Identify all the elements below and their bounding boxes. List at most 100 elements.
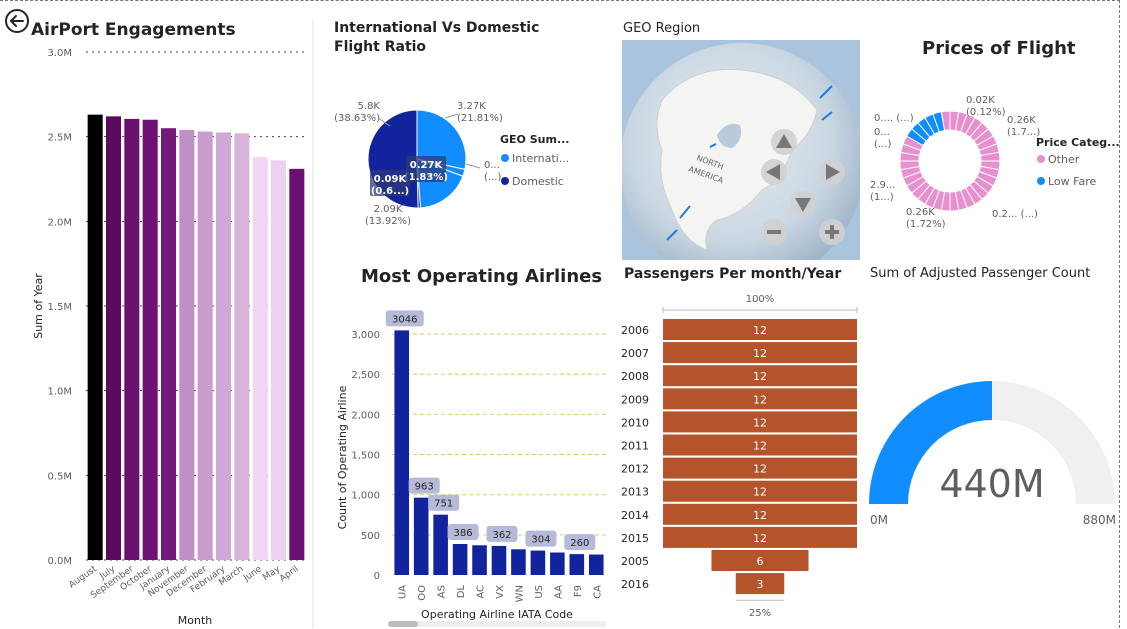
data-label: 751 — [434, 499, 453, 510]
bar-november — [179, 129, 195, 560]
scrollbar-track — [388, 621, 606, 627]
funnel-category: 2006 — [621, 324, 649, 337]
legend-item: Other — [1048, 153, 1080, 166]
legend-item: Domestic — [512, 175, 564, 188]
funnel-category: 2012 — [621, 463, 649, 476]
data-label-bg — [564, 534, 596, 551]
back-arrow-icon[interactable] — [4, 8, 30, 34]
data-label-value: 0.09K — [374, 174, 408, 185]
y-tick-label: 0.5M — [47, 471, 72, 482]
scrollbar-thumb[interactable] — [388, 621, 418, 627]
y-axis-title: Sum of Year — [32, 273, 45, 339]
funnel-bar-2009 — [663, 388, 857, 410]
intl-domestic-title-2: Flight Ratio — [334, 39, 427, 55]
funnel-category: 2013 — [621, 486, 649, 499]
leader-line — [377, 117, 391, 127]
funnel-value: 12 — [753, 416, 767, 429]
funnel-bar-2016 — [735, 573, 785, 595]
map-zoom-in-icon[interactable] — [818, 218, 846, 246]
funnel-value: 12 — [753, 509, 767, 522]
funnel-category: 2008 — [621, 370, 649, 383]
data-label-value: 0... — [874, 127, 890, 138]
funnel-bar-2014 — [663, 503, 857, 525]
legend-item: Low Fare — [1048, 175, 1096, 188]
funnel-category: 2009 — [621, 393, 649, 406]
data-label-value: 0.... (...) — [874, 113, 914, 124]
legend-title: Price Categ... — [1036, 136, 1120, 149]
map-zoom-out-icon[interactable] — [760, 218, 788, 246]
bar-march — [234, 133, 250, 560]
funnel-value: 12 — [753, 532, 767, 545]
funnel-value: 6 — [757, 555, 764, 568]
map-pan-down-icon[interactable] — [789, 190, 817, 218]
data-label-value: 0... — [484, 160, 500, 171]
y-tick-label: 3.0M — [47, 48, 72, 59]
gauge-value: 440M — [939, 462, 1044, 506]
data-label: 304 — [531, 535, 550, 546]
bar-dl — [452, 544, 468, 575]
funnel-value: 12 — [753, 370, 767, 383]
funnel-bar-2006 — [663, 319, 857, 340]
data-label: 260 — [570, 538, 589, 549]
donut-segment — [940, 110, 951, 132]
y-tick-label: 2.0M — [47, 217, 72, 228]
x-tick-label: AC — [476, 585, 487, 599]
bar-august — [87, 114, 103, 561]
funnel-bar-2005 — [711, 550, 809, 571]
data-label-value: 2.9... — [870, 180, 895, 191]
x-tick-label: UA — [398, 585, 409, 599]
prices-title: Prices of Flight — [922, 38, 1076, 59]
leader-line — [444, 113, 459, 119]
data-label-bg — [486, 525, 518, 542]
x-tick-label: F9 — [573, 585, 584, 597]
x-tick-label: CA — [592, 585, 603, 599]
data-label-value: 5.8K — [358, 101, 381, 112]
x-tick-label: VX — [495, 585, 506, 599]
map-pan-right-icon[interactable] — [818, 158, 846, 186]
funnel-category: 2016 — [621, 578, 649, 591]
geo-title: GEO Region — [623, 21, 701, 36]
data-label-value: 0.2... (...) — [992, 209, 1038, 220]
map-pan-up-icon[interactable] — [770, 128, 798, 156]
funnel-bar-2007 — [663, 342, 857, 364]
data-label-bg — [525, 530, 557, 547]
funnel-category: 2014 — [621, 509, 649, 522]
funnel-bar-2013 — [663, 480, 857, 502]
y-tick-label: 2.5M — [47, 133, 72, 144]
data-label-pct: (21.81%) — [457, 113, 503, 124]
data-label-bg — [408, 477, 440, 494]
funnel-bottom-label: 25% — [749, 608, 771, 619]
data-label-pct: (1.83%) — [404, 172, 448, 183]
data-label-pct: (13.92%) — [365, 216, 411, 227]
bar-september — [124, 118, 140, 561]
funnel-value: 12 — [753, 463, 767, 476]
bar-january — [160, 128, 177, 560]
x-axis-title: Operating Airline IATA Code — [421, 608, 573, 621]
airlines-title: Most Operating Airlines — [361, 266, 603, 287]
gauge-max-label: 880M — [1083, 513, 1116, 527]
bar-ac — [472, 545, 487, 575]
bar-october — [142, 119, 158, 560]
bar-oo — [413, 497, 429, 575]
x-axis-title: Month — [178, 614, 213, 627]
data-label-pct: (...) — [484, 172, 501, 183]
bar-us — [530, 550, 546, 575]
x-tick-label: US — [534, 585, 545, 599]
y-tick-label: 0.0M — [47, 556, 72, 567]
funnel-bar-2012 — [663, 457, 857, 479]
data-label-bg — [370, 170, 410, 196]
passengers-funnel-chart: 100% 12 2006 12 2007 12 2008 12 2009 12 2010 12 2011… — [621, 294, 858, 619]
airlines-panel: Most Operating Airlines 0 500 1,000 1,500 2,… — [330, 262, 612, 629]
map-pan-left-icon[interactable] — [760, 158, 788, 186]
data-label-bg — [385, 310, 424, 327]
x-tick-label: AA — [553, 585, 564, 599]
bar-as — [433, 514, 448, 575]
funnel-value: 12 — [753, 486, 767, 499]
legend-marker — [1037, 177, 1045, 185]
y-tick-label: 0 — [374, 571, 380, 582]
y-tick-label: 1,000 — [351, 491, 380, 502]
x-tick-label: August — [67, 564, 99, 591]
data-label-pct: (0.12%) — [966, 107, 1006, 118]
data-label-pct: (1.72%) — [906, 219, 946, 230]
